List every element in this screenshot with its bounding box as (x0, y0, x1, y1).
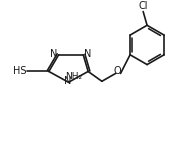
Text: N: N (50, 49, 57, 59)
Text: NH₂: NH₂ (65, 72, 82, 81)
Text: O: O (114, 66, 121, 76)
Text: Cl: Cl (138, 1, 148, 11)
Text: N: N (64, 76, 71, 86)
Text: HS: HS (13, 66, 26, 76)
Text: N: N (84, 49, 92, 59)
